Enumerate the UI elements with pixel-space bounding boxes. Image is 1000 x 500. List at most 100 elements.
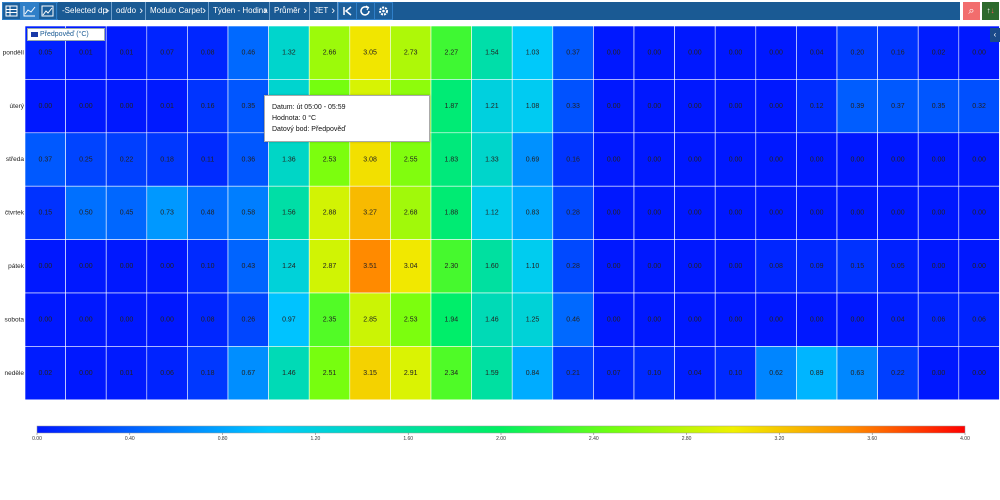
- heatmap-cell[interactable]: [471, 79, 513, 134]
- heatmap-cell[interactable]: [552, 346, 594, 400]
- heatmap-cell[interactable]: [593, 239, 635, 294]
- heatmap-cell[interactable]: [268, 346, 310, 400]
- heatmap-cell[interactable]: [471, 25, 513, 80]
- crumb-modulo-carpet[interactable]: Modulo Carpet: [146, 2, 209, 20]
- refresh-icon[interactable]: [356, 2, 375, 20]
- heatmap-cell[interactable]: [471, 292, 513, 347]
- heatmap-cell[interactable]: [917, 292, 960, 347]
- heatmap-cell[interactable]: [633, 292, 675, 347]
- heatmap-cell[interactable]: [796, 79, 838, 134]
- heatmap-cell[interactable]: [146, 185, 188, 240]
- heatmap-cell[interactable]: [390, 239, 432, 294]
- heatmap-cell[interactable]: [877, 292, 919, 347]
- heatmap-cell[interactable]: [958, 79, 1000, 134]
- heatmap-cell[interactable]: [349, 346, 391, 400]
- heatmap-cell[interactable]: [65, 239, 107, 294]
- heatmap-cell[interactable]: [593, 346, 635, 400]
- heatmap-cell[interactable]: [552, 239, 594, 294]
- heatmap-cell[interactable]: [714, 346, 757, 400]
- heatmap-cell[interactable]: [674, 292, 716, 347]
- heatmap-cell[interactable]: [633, 25, 675, 80]
- table-icon[interactable]: [2, 2, 21, 20]
- heatmap-cell[interactable]: [714, 132, 757, 187]
- heatmap-cell[interactable]: [105, 132, 148, 187]
- heatmap-cell[interactable]: [268, 292, 310, 347]
- heatmap-cell[interactable]: [958, 132, 1000, 187]
- heatmap-cell[interactable]: [65, 185, 107, 240]
- heatmap-cell[interactable]: [511, 25, 554, 80]
- heatmap-cell[interactable]: [836, 25, 878, 80]
- heatmap-cell[interactable]: [877, 132, 919, 187]
- crumb-jet[interactable]: JET: [310, 2, 338, 20]
- heatmap-cell[interactable]: [105, 25, 148, 80]
- heatmap-cell[interactable]: [877, 79, 919, 134]
- heatmap-cell[interactable]: [796, 185, 838, 240]
- heatmap-cell[interactable]: [146, 25, 188, 80]
- heatmap-cell[interactable]: [471, 185, 513, 240]
- heatmap-cell[interactable]: [593, 25, 635, 80]
- heatmap-cell[interactable]: [917, 185, 960, 240]
- heatmap-cell[interactable]: [796, 25, 838, 80]
- heatmap-cell[interactable]: [755, 132, 797, 187]
- heatmap-cell[interactable]: [268, 239, 310, 294]
- heatmap-cell[interactable]: [187, 239, 229, 294]
- heatmap-cell[interactable]: [877, 25, 919, 80]
- heatmap-cell[interactable]: [674, 185, 716, 240]
- heatmap-cell[interactable]: [958, 239, 1000, 294]
- heatmap-cell[interactable]: [187, 25, 229, 80]
- heatmap-cell[interactable]: [633, 346, 675, 400]
- heatmap-cell[interactable]: [552, 79, 594, 134]
- heatmap-cell[interactable]: [471, 346, 513, 400]
- heatmap-cell[interactable]: [24, 346, 66, 400]
- heatmap-cell[interactable]: [755, 292, 797, 347]
- heatmap-cell[interactable]: [674, 346, 716, 400]
- heatmap-cell[interactable]: [877, 185, 919, 240]
- heatmap-cell[interactable]: [430, 132, 472, 187]
- heatmap-cell[interactable]: [511, 292, 554, 347]
- heatmap-cell[interactable]: [796, 292, 838, 347]
- heatmap-cell[interactable]: [593, 132, 635, 187]
- heatmap-cell[interactable]: [187, 79, 229, 134]
- series-legend[interactable]: Předpověď (°C): [27, 28, 105, 41]
- heatmap-cell[interactable]: [511, 132, 554, 187]
- heatmap-cell[interactable]: [917, 346, 960, 400]
- collapse-panel-icon[interactable]: ‹: [990, 28, 1000, 42]
- heatmap-cell[interactable]: [552, 25, 594, 80]
- heatmap-cell[interactable]: [65, 292, 107, 347]
- heatmap-cell[interactable]: [349, 185, 391, 240]
- heatmap-cell[interactable]: [471, 132, 513, 187]
- line-chart-icon[interactable]: [20, 2, 39, 20]
- heatmap-cell[interactable]: [146, 239, 188, 294]
- heatmap-cell[interactable]: [836, 346, 878, 400]
- heatmap-cell[interactable]: [430, 239, 472, 294]
- heatmap-cell[interactable]: [958, 292, 1000, 347]
- heatmap-cell[interactable]: [917, 25, 960, 80]
- heatmap-cell[interactable]: [430, 185, 472, 240]
- heatmap-cell[interactable]: [308, 185, 351, 240]
- heatmap-cell[interactable]: [796, 346, 838, 400]
- heatmap-cell[interactable]: [308, 292, 351, 347]
- heatmap-cell[interactable]: [390, 185, 432, 240]
- heatmap-cell[interactable]: [593, 292, 635, 347]
- heatmap-cell[interactable]: [187, 132, 229, 187]
- sort-icon[interactable]: ↑↓: [982, 2, 999, 20]
- heatmap-cell[interactable]: [836, 239, 878, 294]
- heatmap-cell[interactable]: [633, 132, 675, 187]
- heatmap-cell[interactable]: [430, 346, 472, 400]
- heatmap-cell[interactable]: [430, 79, 472, 134]
- heatmap-cell[interactable]: [714, 25, 757, 80]
- heatmap-cell[interactable]: [65, 346, 107, 400]
- heatmap-cell[interactable]: [146, 132, 188, 187]
- heatmap-cell[interactable]: [796, 132, 838, 187]
- heatmap-cell[interactable]: [511, 346, 554, 400]
- heatmap-cell[interactable]: [227, 185, 269, 240]
- heatmap-cell[interactable]: [917, 239, 960, 294]
- crumb-week-hour[interactable]: Týden - Hodina: [209, 2, 270, 20]
- heatmap-cell[interactable]: [796, 239, 838, 294]
- heatmap-cell[interactable]: [187, 292, 229, 347]
- heatmap-cell[interactable]: [714, 185, 757, 240]
- heatmap-cell[interactable]: [390, 346, 432, 400]
- crumb-selected-dp[interactable]: -Selected dp-: [58, 2, 112, 20]
- heatmap-cell[interactable]: [349, 292, 391, 347]
- heatmap-cell[interactable]: [187, 346, 229, 400]
